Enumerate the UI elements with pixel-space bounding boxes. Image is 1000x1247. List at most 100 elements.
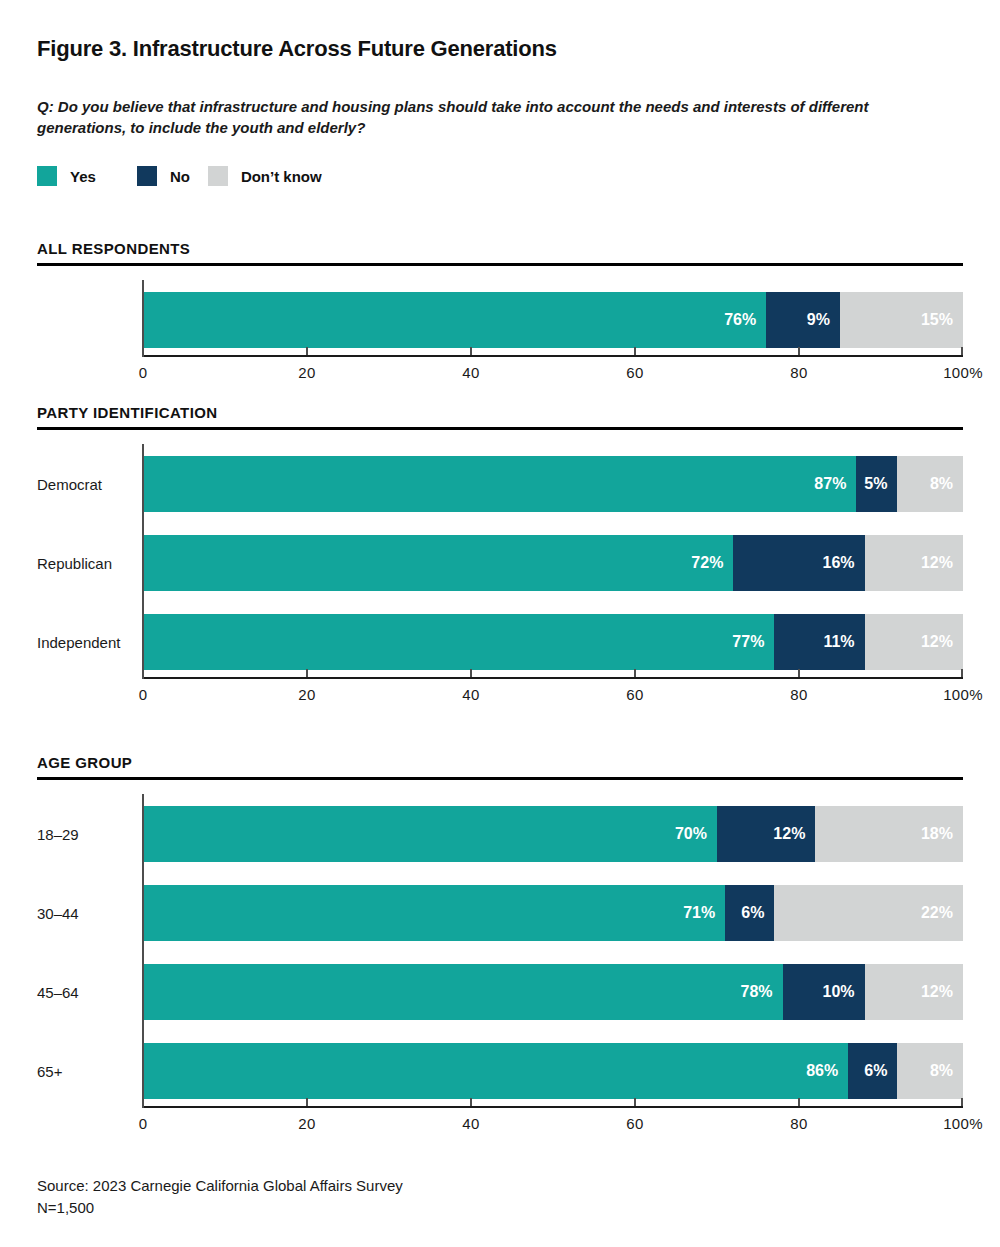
bar-segment-no: 9% <box>766 292 840 348</box>
bar-value-label: 10% <box>823 983 855 1001</box>
legend-label-no: No <box>170 168 190 185</box>
bar-value-label: 9% <box>807 311 830 329</box>
bar-segment-no: 12% <box>717 806 815 862</box>
bar-row: 45–6478%10%12% <box>143 964 963 1020</box>
bar-value-label: 11% <box>823 633 854 651</box>
axis-tick <box>470 347 472 355</box>
axis-tick-label: 40 <box>462 686 479 703</box>
axis-tick <box>634 347 636 355</box>
axis-tick-label: 0 <box>139 686 148 703</box>
bar-segment-yes: 72% <box>143 535 733 591</box>
bar-row: Independent77%11%12% <box>143 614 963 670</box>
bar-segment-dont-know: 12% <box>865 614 963 670</box>
axis-tick-label: 80 <box>790 686 807 703</box>
bar-segment-no: 16% <box>733 535 864 591</box>
bar-value-label: 8% <box>930 475 953 493</box>
bar-value-label: 71% <box>683 904 715 922</box>
axis-tick <box>961 347 963 355</box>
chart-age-group: 18–2970%12%18%30–4471%6%22%45–6478%10%12… <box>143 806 963 1133</box>
bar-segment-dont-know: 18% <box>815 806 963 862</box>
y-axis-line <box>142 280 144 357</box>
x-axis <box>143 1099 963 1108</box>
x-axis-tick-labels: 020406080100% <box>143 686 963 704</box>
bar-value-label: 6% <box>741 904 764 922</box>
axis-tick-label: 20 <box>298 364 315 381</box>
axis-tick-label: 40 <box>462 364 479 381</box>
axis-tick <box>961 1098 963 1106</box>
x-axis <box>143 670 963 679</box>
bar-value-label: 70% <box>675 825 707 843</box>
x-axis <box>143 348 963 357</box>
axis-tick <box>634 1098 636 1106</box>
bar-segment-yes: 77% <box>143 614 774 670</box>
bar-segment-no: 6% <box>848 1043 897 1099</box>
bar-row: 65+86%6%8% <box>143 1043 963 1099</box>
bar-segment-dont-know: 12% <box>865 535 963 591</box>
source-line: Source: 2023 Carnegie California Global … <box>37 1175 963 1197</box>
axis-tick-label: 100% <box>943 686 983 703</box>
bar-segment-dont-know: 12% <box>865 964 963 1020</box>
bar-segment-dont-know: 22% <box>774 885 963 941</box>
axis-tick <box>798 1098 800 1106</box>
bar-segment-no: 6% <box>725 885 774 941</box>
axis-tick <box>306 1098 308 1106</box>
bar-value-label: 12% <box>921 983 953 1001</box>
bar-segment-yes: 76% <box>143 292 766 348</box>
section-header-all-respondents: ALL RESPONDENTS <box>37 240 963 266</box>
legend-swatch-no <box>137 166 157 186</box>
axis-tick <box>306 347 308 355</box>
bar-value-label: 76% <box>724 311 756 329</box>
bar-value-label: 12% <box>921 554 953 572</box>
axis-tick-label: 100% <box>943 1115 983 1132</box>
y-axis-line <box>142 794 144 1108</box>
bar-value-label: 12% <box>921 633 953 651</box>
legend-swatch-dont-know <box>208 166 228 186</box>
bar-segment-dont-know: 8% <box>897 456 963 512</box>
plot-area: Democrat87%5%8%Republican72%16%12%Indepe… <box>143 456 963 679</box>
figure-title: Figure 3. Infrastructure Across Future G… <box>37 36 963 62</box>
bar-row: 30–4471%6%22% <box>143 885 963 941</box>
bar-segment-yes: 71% <box>143 885 725 941</box>
bar-value-label: 18% <box>921 825 953 843</box>
bar-row: 76% 9% 15% <box>143 292 963 348</box>
bar-row: Democrat87%5%8% <box>143 456 963 512</box>
bar-row: 18–2970%12%18% <box>143 806 963 862</box>
section-header-party-identification: PARTY IDENTIFICATION <box>37 404 963 430</box>
legend-item-yes: Yes <box>37 166 96 186</box>
bar-segment-no: 11% <box>774 614 864 670</box>
axis-tick-label: 60 <box>626 1115 643 1132</box>
bar-segment-no: 5% <box>856 456 897 512</box>
axis-tick <box>470 1098 472 1106</box>
bar-segment-dont-know: 8% <box>897 1043 963 1099</box>
legend-swatch-yes <box>37 166 57 186</box>
axis-tick <box>798 669 800 677</box>
bar-value-label: 15% <box>921 311 953 329</box>
axis-tick-label: 0 <box>139 364 148 381</box>
category-label: Republican <box>37 555 133 572</box>
bar-value-label: 78% <box>741 983 773 1001</box>
bar-value-label: 86% <box>806 1062 838 1080</box>
bar-segment-yes: 70% <box>143 806 717 862</box>
bar-value-label: 87% <box>814 475 846 493</box>
axis-tick <box>634 669 636 677</box>
axis-tick-label: 20 <box>298 1115 315 1132</box>
category-label: 30–44 <box>37 905 133 922</box>
section-party-identification: PARTY IDENTIFICATION Democrat87%5%8%Repu… <box>37 404 963 704</box>
axis-tick <box>798 347 800 355</box>
axis-tick-label: 0 <box>139 1115 148 1132</box>
bar-segment-yes: 78% <box>143 964 783 1020</box>
survey-question: Q: Do you believe that infrastructure an… <box>37 96 917 138</box>
y-axis-line <box>142 444 144 679</box>
bar-segment-no: 10% <box>783 964 865 1020</box>
axis-tick <box>470 669 472 677</box>
bar-segment-dont-know: 15% <box>840 292 963 348</box>
category-label: 45–64 <box>37 984 133 1001</box>
bar-value-label: 72% <box>691 554 723 572</box>
source-note: Source: 2023 Carnegie California Global … <box>37 1175 963 1219</box>
section-age-group: AGE GROUP 18–2970%12%18%30–4471%6%22%45–… <box>37 754 963 1133</box>
category-label: 65+ <box>37 1063 133 1080</box>
axis-tick-label: 60 <box>626 364 643 381</box>
plot-area: 76% 9% 15% <box>143 292 963 357</box>
axis-tick-label: 40 <box>462 1115 479 1132</box>
legend-item-no: No <box>137 166 190 186</box>
